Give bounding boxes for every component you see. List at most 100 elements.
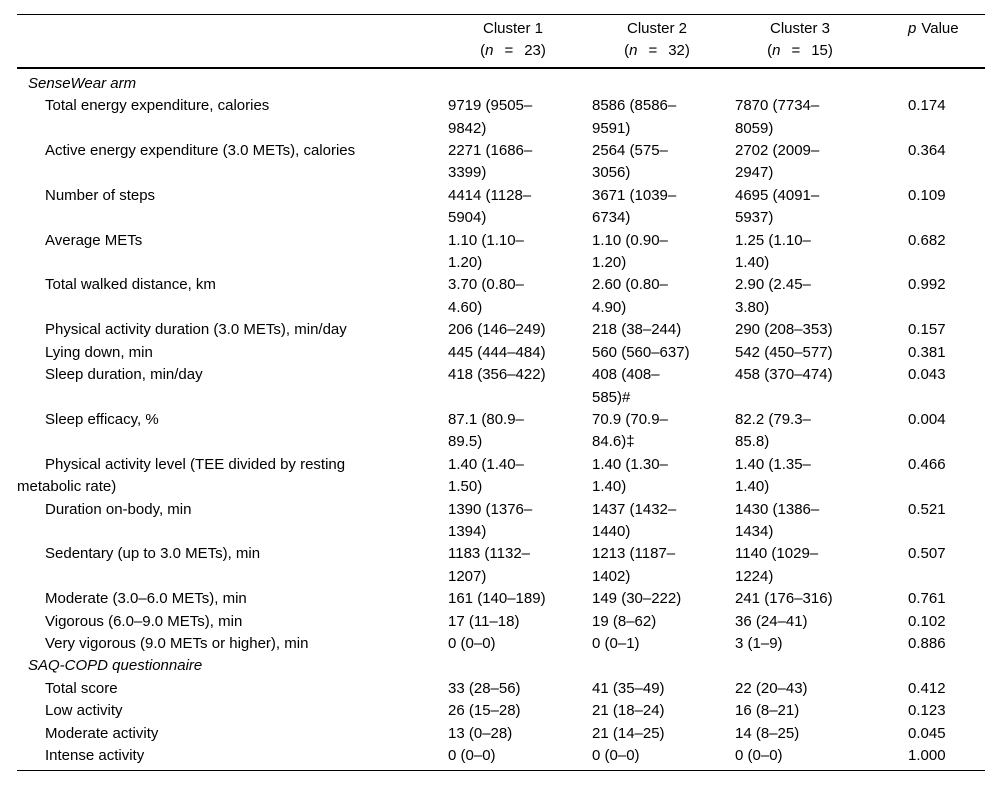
row-label: Lying down, min xyxy=(45,343,153,361)
cell-p-value: 0.109 xyxy=(908,186,946,204)
cell-cluster-1: 0 (0–0) xyxy=(448,634,496,652)
table-row: Active energy expenditure (3.0 METs), ca… xyxy=(17,140,985,185)
table-row: Total score 33 (28–56) 41 (35–49) 22 (20… xyxy=(17,678,985,700)
cell-cluster-1: 161 (140–189) xyxy=(448,590,546,608)
row-label: Number of steps xyxy=(45,186,156,204)
cell-cluster-3: 4695 (4091– 5937) xyxy=(735,186,820,227)
cell-cluster-3: 0 (0–0) xyxy=(735,747,783,764)
cell-cluster-1: 9719 (9505– 9842) xyxy=(448,97,533,137)
table-row: Very vigorous (9.0 METs or higher), min … xyxy=(17,633,985,655)
cell-cluster-3: 290 (208–353) xyxy=(735,321,833,339)
table-header: Cluster 1 (n = 23) Cluster 2 (n = 32) Cluste… xyxy=(17,14,985,69)
cell-p-value: 0.004 xyxy=(908,410,946,428)
cell-cluster-1: 445 (444–484) xyxy=(448,343,546,361)
table-row: Sedentary (up to 3.0 METs), min 1183 (11… xyxy=(17,543,985,588)
table-row: Number of steps 4414 (1128– 5904) 3671 (… xyxy=(17,185,985,230)
column-n-count: (n = 23) xyxy=(448,40,578,62)
table-row: Lying down, min 445 (444–484) 560 (560–6… xyxy=(17,342,985,364)
cell-cluster-2: 2564 (575– 3056) xyxy=(592,142,668,182)
cell-cluster-3: 2.90 (2.45– 3.80) xyxy=(735,276,811,316)
row-label: Sleep efficacy, % xyxy=(45,410,159,428)
equals-sign: = xyxy=(791,42,801,60)
row-label: Moderate (3.0–6.0 METs), min xyxy=(45,590,247,608)
n-symbol: n xyxy=(629,42,638,60)
cell-cluster-1: 3.70 (0.80– 4.60) xyxy=(448,276,524,316)
n-value: 23 xyxy=(524,42,541,60)
column-n-count: (n = 32) xyxy=(592,40,722,62)
n-value: 32 xyxy=(668,42,685,60)
table-row: Average METs 1.10 (1.10– 1.20) 1.10 (0.9… xyxy=(17,230,985,275)
cell-p-value xyxy=(908,68,985,95)
p-symbol: p xyxy=(908,20,917,37)
row-label: Vigorous (6.0–9.0 METs), min xyxy=(45,612,243,630)
cell-p-value: 0.157 xyxy=(908,321,946,339)
cell-cluster-2: 149 (30–222) xyxy=(592,590,682,608)
row-label: Total walked distance, km xyxy=(45,276,216,294)
cell-p-value: 0.992 xyxy=(908,276,946,294)
cell-cluster-3: 1140 (1029– 1224) xyxy=(735,545,819,585)
cell-cluster-2: 0 (0–1) xyxy=(592,634,640,652)
cell-p-value: 0.123 xyxy=(908,702,946,720)
row-label: SAQ-COPD questionnaire xyxy=(28,657,203,675)
cell-p-value: 0.412 xyxy=(908,679,946,697)
p-value-label: Value xyxy=(921,20,959,37)
cell-cluster-1: 1.10 (1.10– 1.20) xyxy=(448,231,524,272)
table-row: Moderate activity 13 (0–28) 21 (14–25) 1… xyxy=(17,723,985,745)
cell-cluster-1: 1390 (1376– 1394) xyxy=(448,500,533,540)
cell-p-value: 0.521 xyxy=(908,500,946,518)
cell-cluster-2: 21 (14–25) xyxy=(592,724,665,742)
table-row: Intense activity 0 (0–0) 0 (0–0) 0 (0–0)… xyxy=(17,745,985,771)
cell-cluster-1: 33 (28–56) xyxy=(448,679,521,697)
cell-cluster-2: 70.9 (70.9– 84.6)‡ xyxy=(592,410,668,451)
cell-cluster-3: 14 (8–25) xyxy=(735,724,800,742)
column-header-p-value: p Value xyxy=(908,14,985,69)
table-row: Sleep duration, min/day 418 (356–422) 40… xyxy=(17,364,985,409)
n-symbol: n xyxy=(772,42,781,60)
results-table: Cluster 1 (n = 23) Cluster 2 (n = 32) Cluste… xyxy=(17,14,985,772)
cell-p-value: 0.466 xyxy=(908,455,946,473)
cell-cluster-2: 218 (38–244) xyxy=(592,321,682,339)
cell-cluster-1: 206 (146–249) xyxy=(448,321,546,339)
cell-cluster-2: 1437 (1432– 1440) xyxy=(592,500,677,540)
table-row: Physical activity duration (3.0 METs), m… xyxy=(17,319,985,341)
table-row: Total energy expenditure, calories 9719 … xyxy=(17,95,985,140)
cell-cluster-2: 0 (0–0) xyxy=(592,747,640,764)
column-title: Cluster 1 xyxy=(482,20,544,37)
cell-p-value: 0.886 xyxy=(908,634,946,652)
header-empty-cell xyxy=(17,14,448,69)
cell-cluster-2: 560 (560–637) xyxy=(592,343,690,361)
cell-p-value: 0.043 xyxy=(908,366,946,384)
cell-cluster-1 xyxy=(448,68,592,95)
cell-cluster-2: 408 (408– 585)# xyxy=(592,366,660,406)
cell-p-value: 0.682 xyxy=(908,231,946,249)
table-row: Duration on-body, min 1390 (1376– 1394) … xyxy=(17,499,985,544)
cell-cluster-1: 2271 (1686– 3399) xyxy=(448,142,533,182)
cell-cluster-3: 1.25 (1.10– 1.40) xyxy=(735,231,811,272)
row-label: Intense activity xyxy=(45,747,145,764)
column-header-cluster-1: Cluster 1 (n = 23) xyxy=(448,14,592,69)
cell-cluster-1: 418 (356–422) xyxy=(448,366,546,384)
equals-sign: = xyxy=(648,42,658,60)
table-row: Sleep efficacy, % 87.1 (80.9– 89.5) 70.9… xyxy=(17,409,985,454)
cell-cluster-3: 22 (20–43) xyxy=(735,679,808,697)
row-label: Active energy expenditure (3.0 METs), ca… xyxy=(45,142,356,160)
cell-cluster-2: 2.60 (0.80– 4.90) xyxy=(592,276,668,316)
cell-cluster-3: 16 (8–21) xyxy=(735,702,800,720)
table-body: SenseWear arm Total energy expenditure, … xyxy=(17,68,985,771)
row-label: Sleep duration, min/day xyxy=(45,366,203,384)
column-n-count: (n = 15) xyxy=(735,40,865,62)
cell-p-value: 0.174 xyxy=(908,97,946,115)
table-row: SenseWear arm xyxy=(17,68,985,95)
cell-p-value: 0.045 xyxy=(908,724,946,742)
cell-cluster-1 xyxy=(448,655,592,677)
row-label: Sedentary (up to 3.0 METs), min xyxy=(45,545,261,563)
cell-cluster-2: 1.40 (1.30– 1.40) xyxy=(592,455,668,496)
row-label: Physical activity level (TEE divided by … xyxy=(17,455,346,496)
cell-cluster-3: 82.2 (79.3– 85.8) xyxy=(735,410,811,451)
cell-cluster-3: 542 (450–577) xyxy=(735,343,833,361)
row-label: Physical activity duration (3.0 METs), m… xyxy=(45,321,347,339)
table-row: SAQ-COPD questionnaire xyxy=(17,655,985,677)
table-row: Physical activity level (TEE divided by … xyxy=(17,454,985,499)
cell-p-value: 0.507 xyxy=(908,545,946,563)
